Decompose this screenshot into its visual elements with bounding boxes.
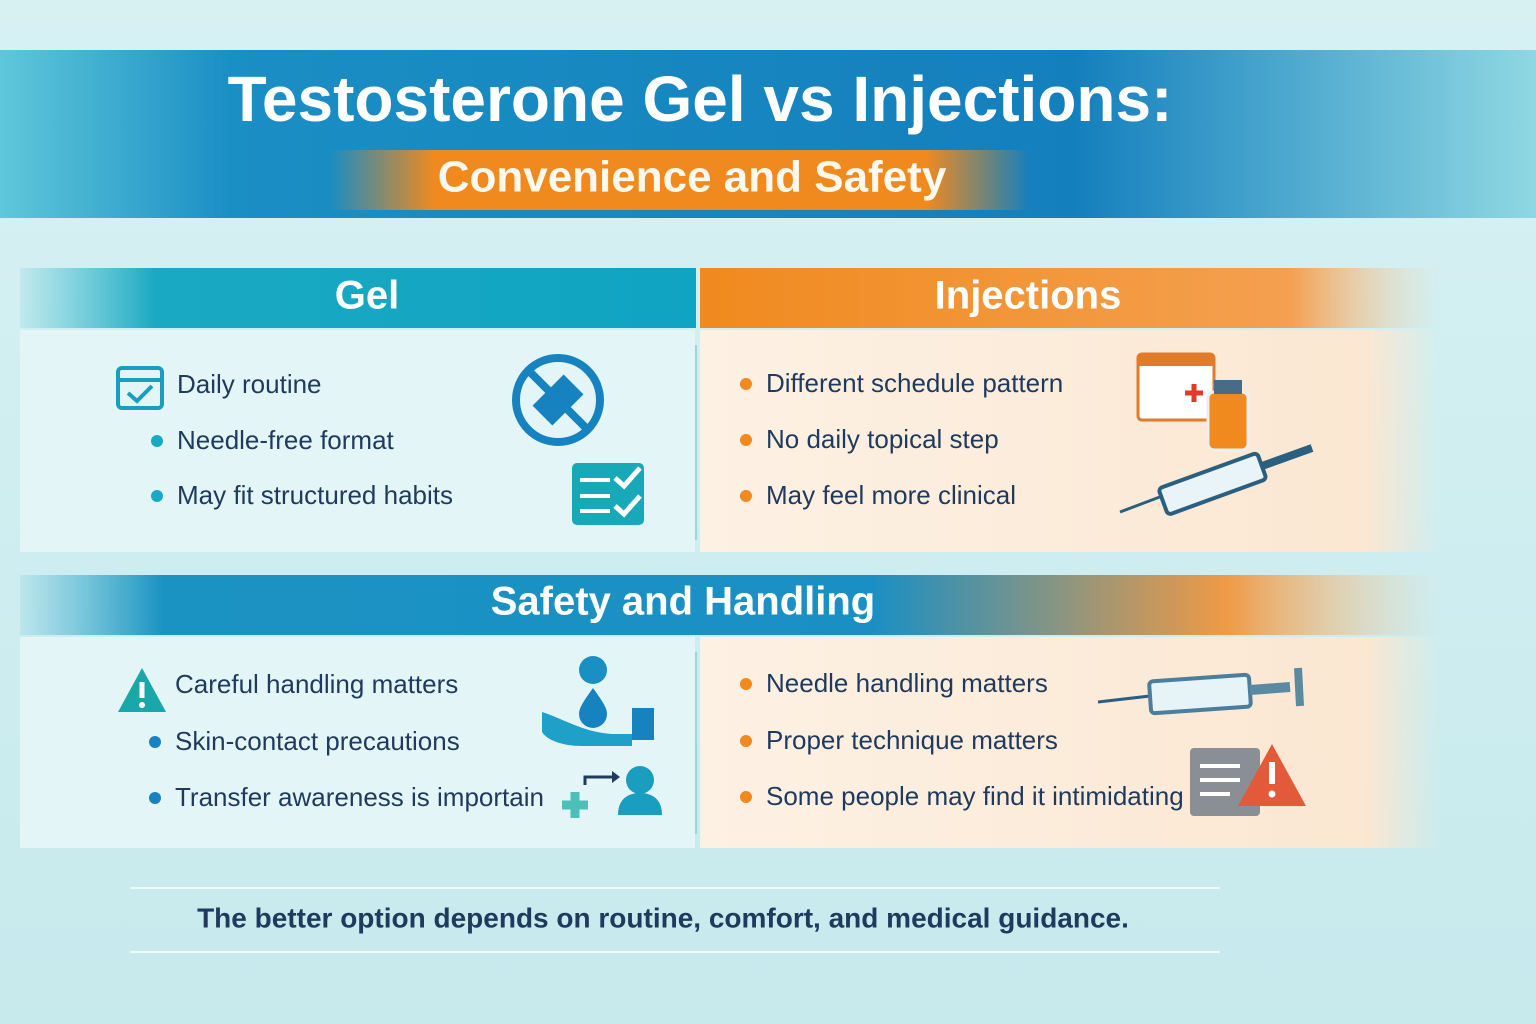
bullet	[740, 735, 752, 747]
gel-item: Needle-free format	[177, 425, 395, 455]
no-needle-icon	[512, 354, 604, 446]
document-warning-icon-part	[1268, 790, 1276, 798]
bullet	[740, 678, 752, 690]
schedule-vial-icon-part	[1206, 390, 1250, 452]
injections-panel	[700, 330, 1440, 552]
gel-item: Daily routine	[177, 369, 322, 399]
hand-drop-icon	[542, 656, 654, 746]
no-needle-icon-part	[512, 354, 604, 446]
syringe-icon	[1119, 444, 1314, 516]
syringe-icon-part	[1157, 451, 1268, 516]
transfer-icon	[562, 766, 662, 818]
syringe-icon-part	[1294, 667, 1304, 707]
syringe-icon-part	[1249, 682, 1291, 695]
subtitle: Convenience and Safety	[438, 153, 947, 202]
safety-gel-item: Skin-contact precautions	[175, 726, 460, 756]
warning-icon-part	[139, 702, 145, 708]
document-warning-icon	[1190, 744, 1306, 816]
bullet	[151, 435, 163, 447]
schedule-vial-icon-part	[1214, 380, 1242, 394]
transfer-icon-part	[626, 766, 654, 794]
injection-item: Different schedule pattern	[766, 368, 1063, 398]
safety-gel-item: Transfer awareness is importain	[175, 782, 544, 812]
safety-gel-item: Careful handling matters	[175, 669, 458, 699]
schedule-vial-icon	[1136, 352, 1250, 452]
safety-injections-panel	[700, 637, 1440, 848]
syringe-icon-part	[1097, 694, 1151, 704]
gel-heading: Gel	[335, 274, 399, 318]
syringe-icon-part	[1119, 493, 1166, 514]
calendar-icon-part	[116, 366, 164, 410]
injection-item: No daily topical step	[766, 424, 999, 454]
bullet	[740, 791, 752, 803]
warning-icon	[118, 668, 166, 712]
hand-drop-icon-part	[632, 708, 654, 740]
gel-band	[20, 268, 696, 328]
checklist-icon-part	[580, 478, 610, 513]
transfer-icon-part	[583, 775, 615, 785]
schedule-vial-icon-part	[1138, 354, 1214, 366]
syringe-icon-part	[1260, 444, 1314, 470]
injection-item: May feel more clinical	[766, 480, 1016, 510]
checklist-icon-part	[613, 466, 642, 490]
bullet	[740, 378, 752, 390]
hand-drop-icon-part	[542, 712, 632, 746]
transfer-icon-part	[618, 793, 662, 815]
hand-drop-icon-part	[579, 688, 607, 728]
transfer-icon-part	[612, 771, 620, 783]
subtitle-band	[330, 150, 1030, 210]
safety-injection-item: Proper technique matters	[766, 725, 1058, 755]
bullet	[740, 434, 752, 446]
title: Testosterone Gel vs Injections:	[228, 63, 1173, 135]
calendar-icon	[116, 366, 164, 410]
gel-item: May fit structured habits	[177, 480, 453, 510]
hand-drop-icon-part	[579, 656, 607, 684]
injections-band	[700, 268, 1440, 328]
syringe-icon	[1097, 667, 1304, 716]
transfer-icon-part	[562, 792, 588, 818]
bullet	[151, 490, 163, 502]
schedule-vial-icon-part	[1185, 384, 1203, 402]
document-warning-icon-part	[1200, 764, 1240, 796]
safety-injection-item: Needle handling matters	[766, 668, 1048, 698]
checklist-icon	[572, 463, 644, 525]
syringe-icon-part	[1147, 672, 1253, 716]
checklist-icon-part	[613, 494, 642, 518]
footer-note: The better option depends on routine, co…	[197, 902, 1129, 933]
calendar-icon-part	[126, 384, 154, 404]
injections-heading: Injections	[935, 274, 1122, 318]
safety-band	[20, 575, 1440, 635]
safety-heading: Safety and Handling	[491, 580, 876, 624]
no-needle-icon-part	[527, 369, 589, 431]
bullet	[740, 490, 752, 502]
bullet	[149, 736, 161, 748]
safety-injection-item: Some people may find it intimidating	[766, 781, 1184, 811]
bullet	[149, 792, 161, 804]
